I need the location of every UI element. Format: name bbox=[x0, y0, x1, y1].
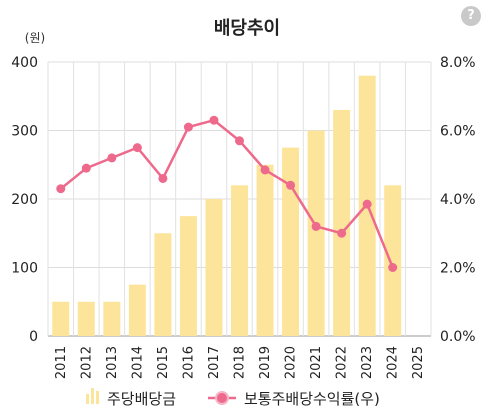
left-tick-label: 200 bbox=[11, 192, 38, 208]
yield-point bbox=[183, 122, 193, 132]
x-tick-label: 2024 bbox=[386, 346, 401, 379]
bar bbox=[256, 164, 274, 336]
left-tick-label: 100 bbox=[11, 261, 38, 277]
left-tick-label: 0 bbox=[29, 329, 38, 345]
bar bbox=[128, 284, 146, 336]
x-tick-label: 2017 bbox=[207, 346, 222, 379]
bar bbox=[231, 185, 248, 336]
bar bbox=[282, 147, 300, 336]
x-tick-label: 2011 bbox=[54, 346, 69, 379]
right-tick-label: 4.0% bbox=[440, 192, 476, 208]
yield-point bbox=[362, 199, 372, 209]
bar bbox=[179, 216, 197, 336]
x-tick-label: 2018 bbox=[233, 346, 248, 379]
left-tick-label: 400 bbox=[11, 55, 38, 71]
bar bbox=[384, 185, 402, 336]
x-tick-label: 2019 bbox=[258, 346, 273, 379]
x-tick-label: 2015 bbox=[156, 346, 171, 379]
yield-point bbox=[56, 184, 66, 194]
right-tick-label: 0.0% bbox=[440, 329, 476, 345]
x-tick-label: 2014 bbox=[130, 346, 145, 379]
x-tick-label: 2016 bbox=[181, 346, 196, 379]
help-icon[interactable]: ? bbox=[461, 6, 481, 26]
bar bbox=[333, 109, 351, 336]
bar bbox=[205, 199, 223, 336]
x-tick-label: 2012 bbox=[79, 346, 94, 379]
yield-point bbox=[337, 228, 347, 238]
x-tick-label: 2021 bbox=[309, 346, 324, 379]
left-tick-label: 300 bbox=[11, 124, 38, 140]
yield-point bbox=[81, 163, 91, 173]
chart-title: 배당추이 bbox=[214, 18, 280, 39]
legend-label-bars: 주당배당금 bbox=[107, 390, 176, 408]
bar bbox=[307, 130, 325, 336]
x-tick-label: 2013 bbox=[105, 346, 120, 379]
legend-label-line: 보통주배당수익률(우) bbox=[244, 390, 380, 408]
legend-line-marker bbox=[215, 391, 229, 405]
yield-point bbox=[132, 143, 142, 153]
yield-point bbox=[388, 263, 398, 272]
bar bbox=[103, 301, 121, 336]
right-tick-label: 8.0% bbox=[440, 55, 476, 71]
left-axis-unit: (원) bbox=[25, 31, 45, 45]
right-tick-label: 2.0% bbox=[440, 261, 476, 277]
legend-bar-icon bbox=[91, 388, 94, 404]
x-tick-label: 2023 bbox=[360, 346, 375, 379]
yield-point bbox=[260, 165, 270, 175]
yield-point bbox=[235, 136, 244, 146]
x-tick-label: 2022 bbox=[335, 346, 350, 379]
bar bbox=[77, 301, 95, 336]
x-tick-label: 2025 bbox=[411, 346, 426, 379]
right-tick-label: 6.0% bbox=[440, 124, 476, 140]
bar bbox=[52, 301, 70, 336]
yield-point bbox=[107, 153, 117, 163]
bar bbox=[154, 233, 172, 336]
yield-point bbox=[158, 173, 168, 183]
yield-point bbox=[286, 180, 296, 190]
legend-bar-icon bbox=[86, 394, 89, 404]
yield-point bbox=[209, 115, 219, 125]
x-tick-label: 2020 bbox=[284, 346, 299, 379]
yield-point bbox=[311, 221, 321, 231]
legend-bar-icon bbox=[96, 391, 99, 404]
